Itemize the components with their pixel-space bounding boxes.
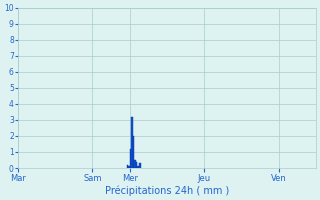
Bar xyxy=(134,160,136,168)
Bar xyxy=(130,149,131,168)
Bar xyxy=(133,136,134,168)
Bar xyxy=(131,117,133,168)
Bar xyxy=(139,163,140,168)
Bar xyxy=(137,166,139,168)
X-axis label: Précipitations 24h ( mm ): Précipitations 24h ( mm ) xyxy=(105,185,229,196)
Bar xyxy=(126,165,128,168)
Bar xyxy=(128,166,130,168)
Bar xyxy=(136,162,137,168)
